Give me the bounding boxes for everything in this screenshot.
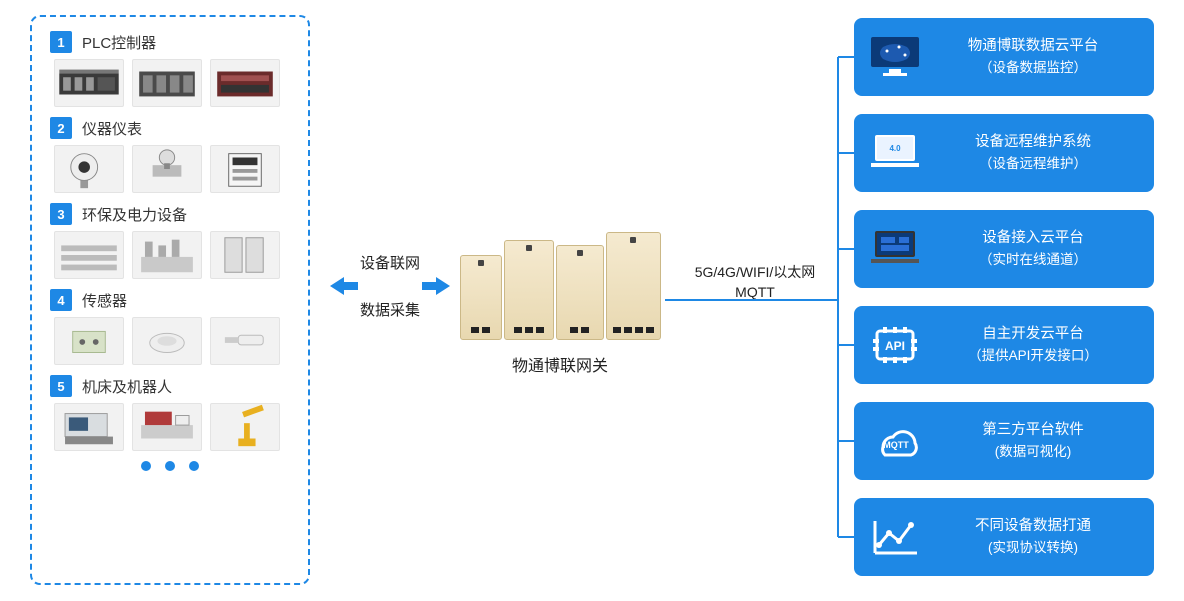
sensor-box-icon: [54, 317, 124, 365]
plant-icon: [132, 231, 202, 279]
laptop-icon: 4.0: [864, 125, 926, 181]
meter-icon: [210, 145, 280, 193]
category-number: 3: [50, 203, 72, 225]
category-number: 4: [50, 289, 72, 311]
category-title: 环保及电力设备: [82, 204, 187, 225]
device-categories-panel: 1 PLC控制器 2 仪器仪表 3 环保及电力设备: [30, 15, 310, 585]
card-sub: (数据可视化): [926, 442, 1140, 462]
plc-icon: [132, 59, 202, 107]
card-remote-maintain: 4.0 设备远程维护系统 （设备远程维护）: [854, 114, 1154, 192]
gateway-devices-icon: [455, 230, 665, 340]
laptop2-icon: [864, 221, 926, 277]
category-title: PLC控制器: [82, 32, 156, 53]
lathe-icon: [132, 403, 202, 451]
net-line2: MQTT: [680, 284, 830, 300]
robot-arm-icon: [210, 403, 280, 451]
connect-collect-label: 设备联网 数据采集: [330, 250, 450, 322]
gateway-unit-icon: [460, 255, 502, 340]
card-sub: (实现协议转换): [926, 538, 1140, 558]
card-title: 设备接入云平台: [926, 228, 1140, 250]
card-title: 自主开发云平台: [926, 324, 1140, 346]
card-title: 第三方平台软件: [926, 420, 1140, 442]
dot-icon[interactable]: [165, 461, 175, 471]
category-instruments: 2 仪器仪表: [50, 117, 290, 193]
category-number: 2: [50, 117, 72, 139]
card-cloud-platform: 物通博联数据云平台 （设备数据监控）: [854, 18, 1154, 96]
category-number: 1: [50, 31, 72, 53]
category-sensors: 4 传感器: [50, 289, 290, 365]
card-mqtt: MQTT 第三方平台软件 (数据可视化): [854, 402, 1154, 480]
plc-icon: [54, 59, 124, 107]
connect-label: 设备联网: [330, 252, 450, 273]
svg-text:API: API: [885, 339, 905, 353]
gateway-unit-icon: [556, 245, 604, 340]
gateway-unit-icon: [606, 232, 661, 340]
chart-icon: [864, 509, 926, 565]
card-sub: （设备数据监控）: [926, 58, 1140, 78]
cnc-icon: [54, 403, 124, 451]
dot-icon[interactable]: [141, 461, 151, 471]
cabinet-icon: [210, 231, 280, 279]
network-protocols-label: 5G/4G/WIFI/以太网 MQTT: [680, 260, 830, 302]
gateway-unit-icon: [504, 240, 554, 340]
collect-label: 数据采集: [330, 299, 450, 320]
category-number: 5: [50, 375, 72, 397]
category-plc: 1 PLC控制器: [50, 31, 290, 107]
pipes-icon: [54, 231, 124, 279]
dot-icon[interactable]: [189, 461, 199, 471]
svg-text:4.0: 4.0: [889, 144, 901, 153]
card-sub: （设备远程维护）: [926, 154, 1140, 174]
gateway-label: 物通博联网关: [455, 352, 665, 376]
card-api: API 自主开发云平台 （提供API开发接口）: [854, 306, 1154, 384]
arrow-left-icon: [330, 277, 358, 295]
smoke-icon: [132, 317, 202, 365]
camera-icon: [54, 145, 124, 193]
platforms-column: 物通博联数据云平台 （设备数据监控） 4.0 设备远程维护系统 （设备远程维护）…: [854, 18, 1154, 576]
category-machines: 5 机床及机器人: [50, 375, 290, 451]
net-line1: 5G/4G/WIFI/以太网: [680, 262, 830, 282]
category-title: 仪器仪表: [82, 118, 142, 139]
switch-icon: [210, 317, 280, 365]
card-sub: （提供API开发接口）: [926, 346, 1140, 366]
card-protocol: 不同设备数据打通 (实现协议转换): [854, 498, 1154, 576]
card-sub: （实时在线通道）: [926, 250, 1140, 270]
arrow-right-icon: [422, 277, 450, 295]
category-env-power: 3 环保及电力设备: [50, 203, 290, 279]
monitor-icon: [864, 29, 926, 85]
card-title: 不同设备数据打通: [926, 516, 1140, 538]
svg-text:MQTT: MQTT: [883, 440, 909, 450]
card-title: 设备远程维护系统: [926, 132, 1140, 154]
card-access-cloud: 设备接入云平台 （实时在线通道）: [854, 210, 1154, 288]
category-title: 机床及机器人: [82, 376, 172, 397]
valve-icon: [132, 145, 202, 193]
category-title: 传感器: [82, 290, 127, 311]
card-title: 物通博联数据云平台: [926, 36, 1140, 58]
api-icon: API: [864, 317, 926, 373]
plc-icon: [210, 59, 280, 107]
pager-dots[interactable]: [50, 461, 290, 471]
mqtt-icon: MQTT: [864, 413, 926, 469]
